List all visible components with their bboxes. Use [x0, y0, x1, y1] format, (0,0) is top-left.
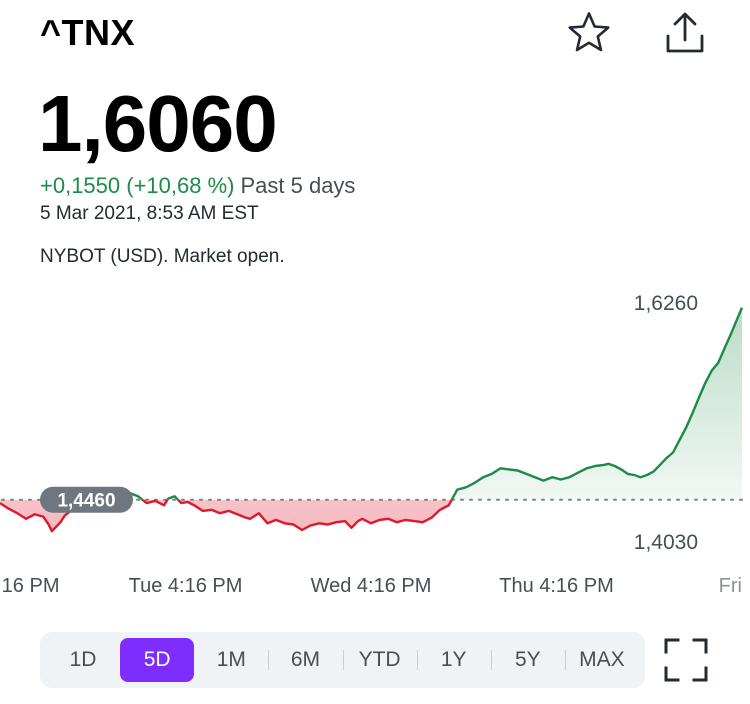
x-tick-label: Wed 4:16 PM — [311, 575, 432, 597]
exchange-status: NYBOT (USD). Market open. — [40, 246, 285, 267]
quote-timestamp: 5 Mar 2021, 8:53 AM EST — [40, 203, 259, 224]
low-value-label: 1,4030 — [634, 531, 698, 554]
range-6m[interactable]: 6M — [268, 638, 342, 682]
price-line-down — [0, 499, 454, 533]
x-axis-ticks: Mon 4:16 PM Tue 4:16 PM Wed 4:16 PM Thu 4:1… — [0, 575, 742, 597]
area-below-baseline — [0, 499, 452, 532]
range-max[interactable]: MAX — [564, 638, 639, 682]
share-button[interactable] — [660, 8, 710, 58]
range-5d[interactable]: 5D — [120, 638, 195, 682]
price-change-line: +0,1550 (+10,68 %) Past 5 days — [40, 172, 355, 200]
change-period: Past 5 days — [240, 173, 356, 198]
watchlist-star-button[interactable] — [564, 8, 614, 58]
fullscreen-expand-icon — [664, 638, 708, 682]
range-1m[interactable]: 1M — [216, 648, 246, 671]
ticker-symbol: ^TNX — [40, 12, 136, 53]
current-price: 1,6060 — [38, 79, 278, 168]
range-1y[interactable]: 1Y — [416, 638, 491, 682]
x-tick-label: Mon 4:16 PM — [0, 575, 59, 597]
star-outline-icon — [568, 12, 610, 52]
fullscreen-button[interactable] — [660, 634, 712, 686]
high-value-label: 1,6260 — [634, 292, 698, 315]
area-above-baseline — [0, 307, 742, 500]
x-tick-label: Fri — [719, 575, 742, 597]
range-5y[interactable]: 5Y — [490, 638, 565, 682]
range-1d[interactable]: 1D — [69, 648, 97, 671]
price-change: +0,1550 (+10,68 %) — [40, 173, 235, 198]
price-chart[interactable]: 1,6260 1,4030 1,4460 Mon 4:16 PM Tue 4:16… — [0, 285, 750, 615]
x-tick-label: Thu 4:16 PM — [499, 575, 614, 597]
share-upload-icon — [666, 12, 704, 53]
baseline-badge: 1,4460 — [40, 486, 133, 513]
range-ytd[interactable]: YTD — [342, 638, 417, 682]
baseline-value-label: 1,4460 — [57, 491, 115, 512]
x-tick-label: Tue 4:16 PM — [129, 575, 243, 597]
time-range-selector: 1D 5D 1M 6M YTD 1Y 5Y MAX — [40, 632, 645, 688]
